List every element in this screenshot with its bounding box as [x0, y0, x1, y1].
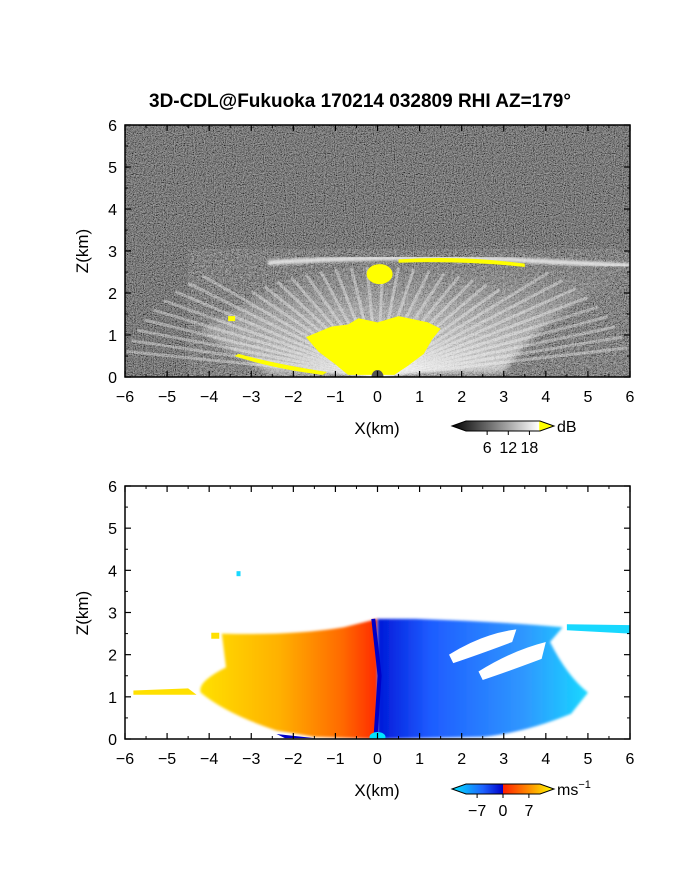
velocity-negative-tail — [566, 624, 630, 634]
y-tick-label: 0 — [108, 370, 117, 387]
chart-title: 3D-CDL@Fukuoka 170214 032809 RHI AZ=179° — [149, 91, 571, 112]
x-tick-label: −4 — [200, 389, 218, 406]
top-xlabel: X(km) — [354, 419, 399, 438]
x-tick-label: 5 — [583, 389, 592, 406]
x-tick-label: 0 — [373, 751, 382, 768]
x-tick-label: −3 — [242, 389, 260, 406]
x-tick-label: −2 — [284, 389, 302, 406]
top-colorbar-unit: dB — [557, 419, 577, 436]
y-tick-label: 6 — [108, 479, 117, 496]
x-tick-label: 3 — [499, 389, 508, 406]
y-tick-label: 2 — [108, 286, 117, 303]
bottom-plot-area — [125, 486, 630, 739]
colorbar-tick-label: 18 — [521, 440, 539, 457]
x-tick-label: 6 — [626, 389, 635, 406]
top-axis-ticks: −6 −5 −4 −3 −2 −1 0 1 2 3 4 5 6 0 1 2 3 4 5 6 — [108, 118, 634, 406]
x-tick-label: −1 — [326, 389, 344, 406]
y-tick-label: 3 — [108, 244, 117, 261]
colorbar-tick-label: 6 — [483, 440, 492, 457]
bottom-colorbar-unit: ms−1 — [557, 779, 591, 799]
colorbar-tick-label: −7 — [468, 803, 486, 820]
bottom-ylabel: Z(km) — [73, 591, 92, 635]
x-tick-label: −2 — [284, 751, 302, 768]
strong-echo-core — [305, 316, 441, 375]
y-tick-label: 2 — [108, 648, 117, 665]
y-tick-label: 3 — [108, 606, 117, 623]
x-tick-label: 4 — [541, 751, 550, 768]
x-tick-label: 1 — [415, 389, 424, 406]
colorbar-tick-label: 7 — [524, 803, 533, 820]
bottom-colorbar: ms−1 −7 0 7 — [450, 779, 591, 820]
x-tick-label: −5 — [158, 751, 176, 768]
y-tick-label: 4 — [108, 202, 117, 219]
strong-echo-top-band — [398, 258, 525, 267]
y-tick-label: 4 — [108, 563, 117, 580]
bottom-axis-ticks: −6 −5 −4 −3 −2 −1 0 1 2 3 4 5 6 0 1 2 3 4 5 6 — [108, 479, 634, 768]
colorbar-tick-label: 12 — [499, 440, 517, 457]
y-tick-label: 1 — [108, 690, 117, 707]
strong-echo-lowleft — [234, 353, 327, 375]
echo-field — [126, 249, 630, 377]
velocity-positive-region — [200, 618, 378, 739]
x-tick-label: 3 — [499, 751, 508, 768]
velocity-gap — [449, 629, 517, 664]
velocity-isolated-pixel — [236, 571, 241, 577]
bottom-xlabel: X(km) — [354, 781, 399, 800]
top-ylabel: Z(km) — [73, 229, 92, 273]
top-colorbar-ticks: 6 12 18 — [483, 431, 539, 457]
velocity-gap — [478, 642, 546, 680]
top-plot-area — [125, 125, 630, 377]
x-tick-label: −5 — [158, 389, 176, 406]
y-tick-label: 6 — [108, 118, 117, 135]
x-tick-label: 2 — [457, 389, 466, 406]
bottom-colorbar-ticks: −7 0 7 — [468, 794, 533, 820]
x-tick-label: 5 — [583, 751, 592, 768]
x-tick-label: 4 — [541, 389, 550, 406]
velocity-isolated-pixel — [211, 632, 220, 639]
strong-echo-top-blob — [366, 264, 393, 285]
x-tick-label: 6 — [626, 751, 635, 768]
bottom-panel: −6 −5 −4 −3 −2 −1 0 1 2 3 4 5 6 0 1 2 3 4 5 6 X(km) Z(km) m… — [73, 479, 635, 820]
velocity-zero-line — [371, 618, 382, 739]
velocity-field — [133, 571, 630, 739]
x-tick-label: 1 — [415, 751, 424, 768]
y-tick-label: 5 — [108, 521, 117, 538]
y-tick-label: 0 — [108, 732, 117, 749]
x-tick-label: −6 — [116, 389, 134, 406]
velocity-edge — [276, 733, 315, 739]
colorbar-tick-label: 0 — [499, 803, 508, 820]
x-tick-label: −3 — [242, 751, 260, 768]
y-tick-label: 1 — [108, 328, 117, 345]
top-colorbar-scale — [450, 420, 556, 432]
x-tick-label: 2 — [457, 751, 466, 768]
strong-echo-patch — [228, 316, 236, 322]
x-tick-label: −6 — [116, 751, 134, 768]
x-tick-label: −1 — [326, 751, 344, 768]
y-tick-label: 5 — [108, 160, 117, 177]
bottom-colorbar-scale — [450, 783, 556, 795]
x-tick-label: −4 — [200, 751, 218, 768]
x-tick-label: 0 — [373, 389, 382, 406]
velocity-positive-tail — [133, 688, 197, 695]
top-colorbar: dB 6 12 18 — [450, 419, 577, 457]
